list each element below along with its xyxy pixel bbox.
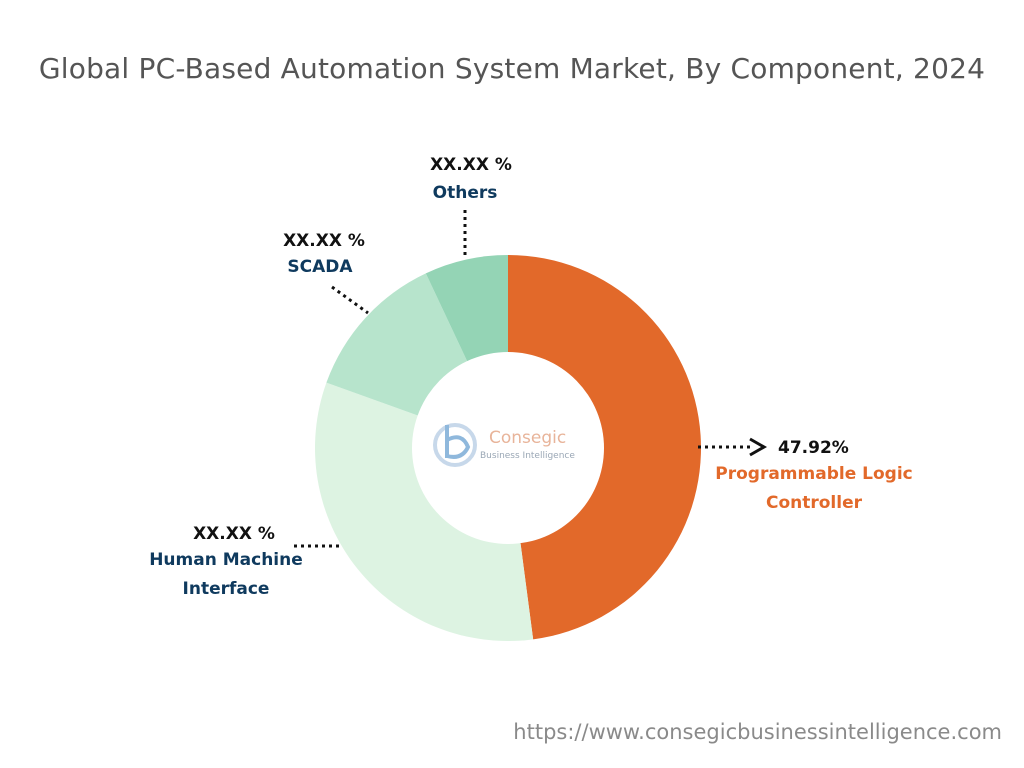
category-label-scada: SCADA (287, 257, 353, 277)
logo-b-icon (445, 425, 471, 459)
slice-programmable-logic-controller (508, 255, 701, 640)
logo: Consegic Business Intelligence (433, 423, 575, 467)
logo-name: Consegic (489, 428, 566, 448)
chart-title: Global PC-Based Automation System Market… (38, 52, 986, 85)
category-label-human-machine-interface: Interface (183, 579, 270, 599)
value-label-human-machine-interface: XX.XX % (193, 524, 275, 544)
leader-line-scada (331, 285, 369, 315)
value-label-programmable-logic-controller: 47.92% (778, 438, 849, 458)
category-label-programmable-logic-controller: Controller (766, 493, 863, 513)
source-url[interactable]: https://www.consegicbusinessintelligence… (513, 720, 1002, 744)
value-label-scada: XX.XX % (283, 231, 365, 251)
category-label-human-machine-interface: Human Machine (149, 550, 303, 570)
labels-group: 47.92% Programmable Logic Controller XX.XX … (149, 155, 913, 599)
category-label-others: Others (433, 183, 498, 203)
arrow-icon (749, 437, 768, 457)
value-label-others: XX.XX % (430, 155, 512, 175)
donut-hole (412, 352, 604, 544)
logo-tagline: Business Intelligence (480, 451, 575, 461)
category-label-programmable-logic-controller: Programmable Logic (715, 464, 912, 484)
logo-mark-icon (433, 423, 477, 467)
